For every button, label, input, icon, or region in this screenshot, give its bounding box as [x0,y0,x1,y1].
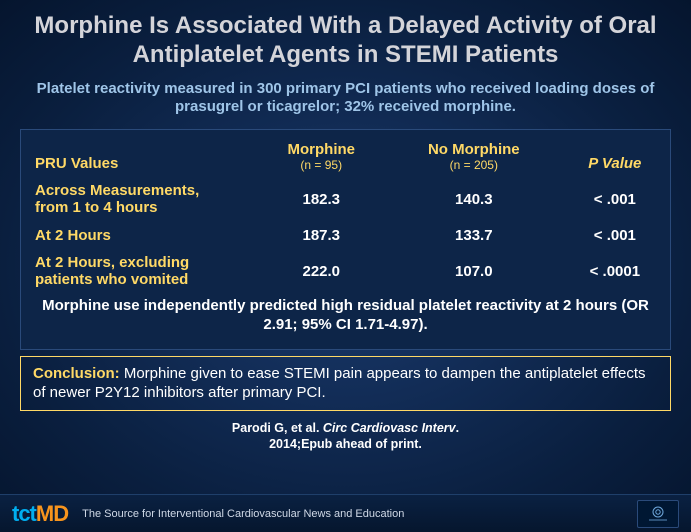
row-label: At 2 Hours [21,222,255,249]
data-table-container: PRU Values Morphine (n = 95) No Morphine… [20,129,671,350]
col-header-pru: PRU Values [21,136,255,177]
cell: < .0001 [560,249,670,294]
cell: 222.0 [255,249,388,294]
cell: < .001 [560,177,670,222]
col-header-no-morphine: No Morphine (n = 205) [388,136,560,177]
row-label: At 2 Hours, excluding patients who vomit… [21,249,255,294]
crf-logo [637,500,679,528]
conclusion-label: Conclusion: [33,365,124,382]
table-row: At 2 Hours 187.3 133.7 < .001 [21,222,670,249]
pru-table: PRU Values Morphine (n = 95) No Morphine… [21,136,670,293]
conclusion-text: Morphine given to ease STEMI pain appear… [33,365,646,401]
slide-title: Morphine Is Associated With a Delayed Ac… [20,12,671,70]
col-header-pvalue: P Value [560,136,670,177]
table-footnote: Morphine use independently predicted hig… [21,293,670,343]
table-row: Across Measurements, from 1 to 4 hours 1… [21,177,670,222]
footer-bar: tctMD The Source for Interventional Card… [0,494,691,532]
cell: < .001 [560,222,670,249]
footer-tagline: The Source for Interventional Cardiovasc… [82,508,404,520]
col-header-morphine: Morphine (n = 95) [255,136,388,177]
cell: 107.0 [388,249,560,294]
row-label: Across Measurements, from 1 to 4 hours [21,177,255,222]
tctmd-logo: tctMD [12,501,68,527]
cell: 187.3 [255,222,388,249]
cell: 182.3 [255,177,388,222]
cell: 140.3 [388,177,560,222]
slide-subtitle: Platelet reactivity measured in 300 prim… [20,80,671,118]
cell: 133.7 [388,222,560,249]
table-row: At 2 Hours, excluding patients who vomit… [21,249,670,294]
citation: Parodi G, et al. Circ Cardiovasc Interv.… [20,421,671,452]
conclusion-box: Conclusion: Morphine given to ease STEMI… [20,356,671,412]
